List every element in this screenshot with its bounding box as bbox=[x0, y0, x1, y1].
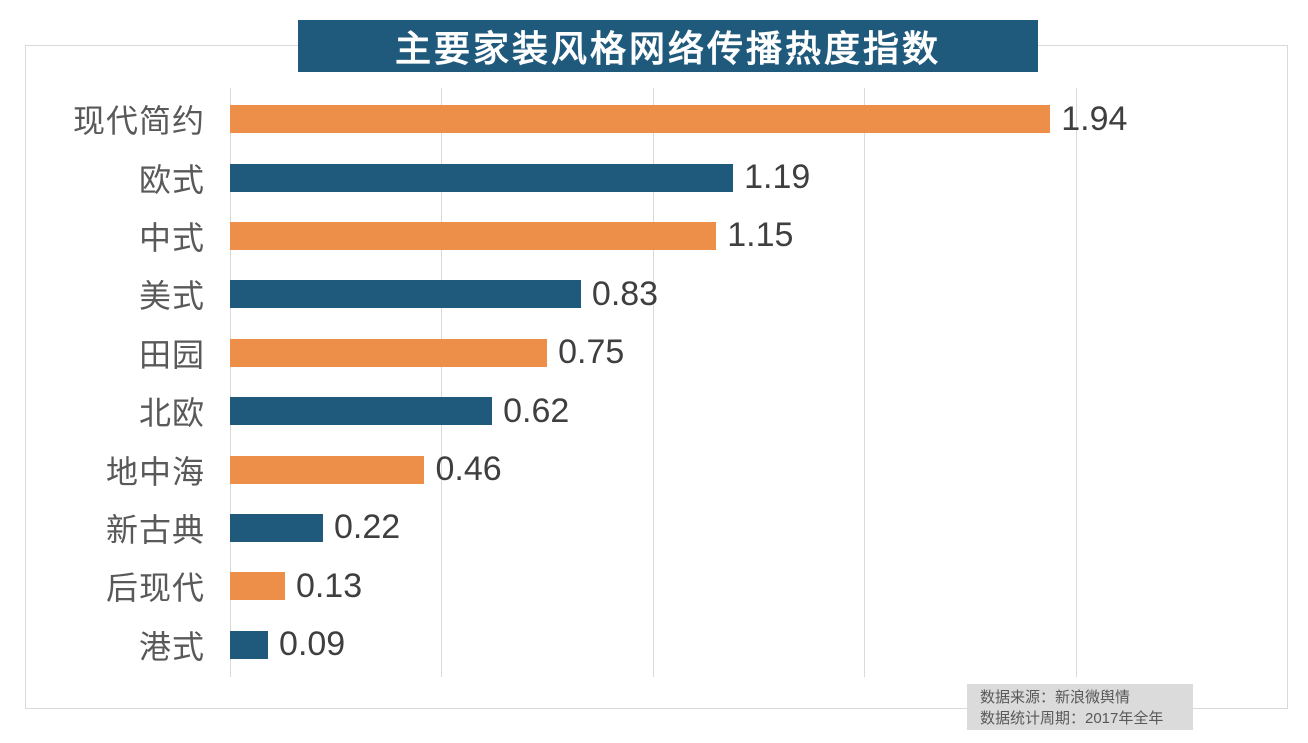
bar-row: 田园 0.75 bbox=[0, 324, 1308, 382]
value-label: 0.13 bbox=[295, 566, 363, 605]
chart-title: 主要家装风格网络传播热度指数 bbox=[394, 28, 941, 69]
bar bbox=[230, 338, 548, 367]
gridline bbox=[1075, 88, 1077, 677]
chart-title-banner: 主要家装风格网络传播热度指数 bbox=[298, 20, 1038, 72]
bar-row: 中式 1.15 bbox=[0, 207, 1308, 265]
value-label: 1.94 bbox=[1061, 99, 1128, 138]
value-label: 0.22 bbox=[334, 508, 401, 547]
category-label: 中式 bbox=[138, 219, 205, 256]
bar bbox=[230, 105, 1051, 134]
category-label: 美式 bbox=[138, 278, 205, 315]
bar-row: 后现代 0.13 bbox=[0, 557, 1308, 615]
bar bbox=[230, 630, 269, 659]
value-label: 0.09 bbox=[279, 625, 346, 664]
bar bbox=[230, 221, 717, 250]
bar-row: 港式 0.09 bbox=[0, 616, 1308, 674]
value-label: 0.83 bbox=[591, 274, 659, 313]
data-period-line: 数据统计周期：2017年全年 bbox=[980, 710, 1164, 727]
bar-row: 地中海 0.46 bbox=[0, 440, 1308, 498]
data-source-line: 数据来源：新浪微舆情 bbox=[980, 689, 1131, 706]
bar bbox=[230, 455, 425, 484]
bar bbox=[230, 280, 581, 309]
gridline bbox=[652, 88, 654, 677]
category-label: 后现代 bbox=[105, 570, 205, 607]
data-source-note: 数据来源：新浪微舆情 数据统计周期：2017年全年 bbox=[967, 684, 1193, 730]
category-label: 现代简约 bbox=[72, 103, 205, 140]
bar-row: 现代简约 1.94 bbox=[0, 90, 1308, 148]
gridline bbox=[864, 88, 866, 677]
bar-rows: 现代简约 1.94 欧式 1.19 中式 1.15 美式 0.83 田园 0.7… bbox=[0, 90, 1308, 674]
value-label: 1.15 bbox=[727, 216, 794, 255]
bar-row: 欧式 1.19 bbox=[0, 148, 1308, 206]
bar-row: 新古典 0.22 bbox=[0, 499, 1308, 557]
category-label: 欧式 bbox=[138, 161, 205, 198]
bar bbox=[230, 397, 493, 426]
value-label: 1.19 bbox=[744, 158, 811, 197]
bar-row: 北欧 0.62 bbox=[0, 382, 1308, 440]
gridline bbox=[441, 88, 443, 677]
bar bbox=[230, 572, 285, 601]
category-label: 新古典 bbox=[105, 511, 205, 548]
category-label: 北欧 bbox=[138, 395, 205, 432]
category-label: 田园 bbox=[138, 336, 205, 373]
value-label: 0.62 bbox=[503, 391, 570, 430]
value-label: 0.75 bbox=[558, 333, 625, 372]
gridline bbox=[230, 88, 231, 677]
gridline bbox=[1287, 88, 1288, 677]
bar-row: 美式 0.83 bbox=[0, 265, 1308, 323]
bar bbox=[230, 163, 734, 192]
category-label: 港式 bbox=[138, 628, 205, 665]
category-label: 地中海 bbox=[105, 453, 205, 490]
value-label: 0.46 bbox=[435, 450, 502, 489]
bar bbox=[230, 513, 324, 542]
